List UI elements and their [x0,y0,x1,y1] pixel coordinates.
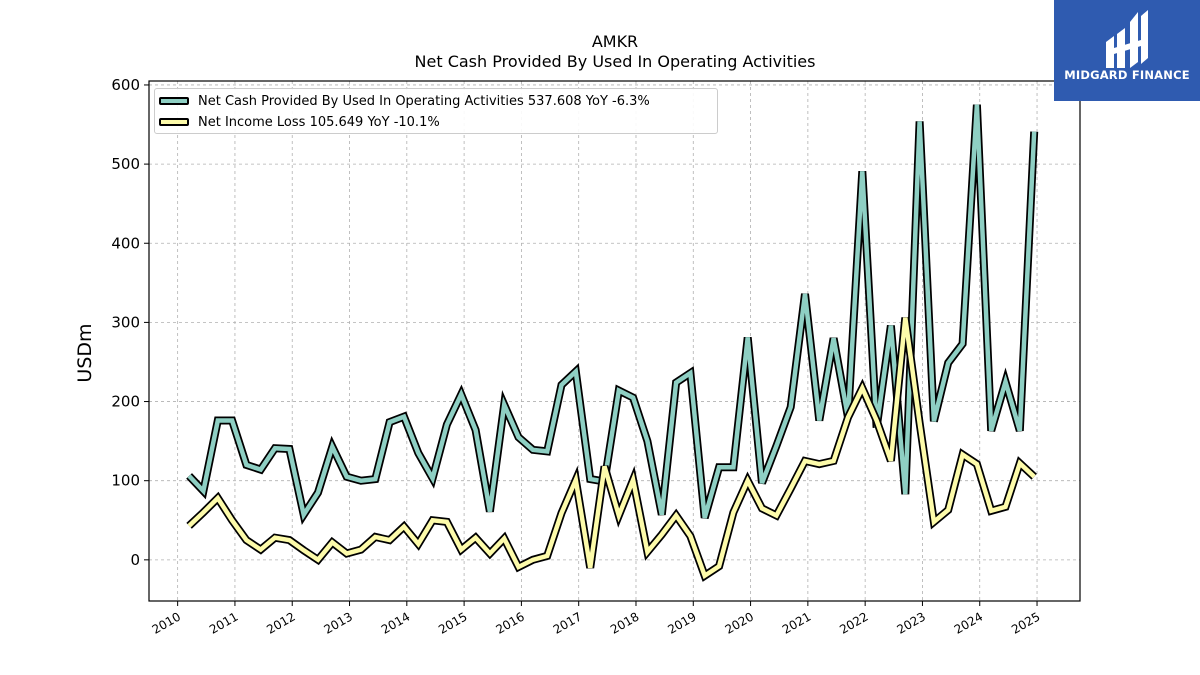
gridlines [149,81,1080,601]
y-tick-label: 600 [111,76,140,94]
brand-mark-icon [1106,10,1148,68]
series-line-operating-cash [187,104,1037,521]
x-tick-label: 2015 [436,609,469,636]
plot-frame [148,80,1081,602]
x-tick-label: 2019 [665,609,698,636]
x-axis: 2010 2011 2012 2013 2014 2015 2016 2017 2018 2019… [150,601,1043,637]
x-tick-label: 2020 [723,609,756,636]
legend-item-operating-cash: Net Cash Provided By Used In Operating A… [159,92,650,110]
x-tick-label: 2010 [150,609,183,636]
series-lines [186,104,1039,582]
y-axis-label: USDm [74,323,96,383]
x-tick-label: 2022 [837,609,870,636]
legend-item-net-income: Net Income Loss 105.649 YoY -10.1% [159,113,440,131]
x-tick-label: 2021 [780,609,813,636]
y-tick-label: 0 [130,551,140,569]
legend-label-operating-cash: Net Cash Provided By Used In Operating A… [198,93,650,109]
x-tick-label: 2017 [551,609,584,636]
legend-swatch-net-income [159,118,189,126]
x-tick-label: 2024 [952,609,985,636]
chart-subtitle: Net Cash Provided By Used In Operating A… [414,52,816,71]
x-tick-label: 2016 [493,609,526,636]
y-tick-label: 200 [111,393,140,411]
legend-swatch-operating-cash [159,97,189,105]
chart-legend: Net Cash Provided By Used In Operating A… [154,88,718,134]
legend-label-net-income: Net Income Loss 105.649 YoY -10.1% [198,114,440,130]
y-tick-label: 500 [111,155,140,173]
x-tick-label: 2025 [1009,609,1042,636]
chart-title: AMKR [591,32,639,51]
x-tick-label: 2012 [264,609,297,636]
brand-name: MIDGARD FINANCE [1064,68,1190,82]
series-line-net-income [187,317,1036,580]
x-tick-label: 2014 [379,609,412,636]
y-axis: 0 100 200 300 400 500 600 [111,76,149,569]
x-tick-label: 2018 [608,609,641,636]
x-tick-label: 2013 [322,609,355,636]
x-tick-label: 2023 [894,609,927,636]
y-tick-label: 300 [111,313,140,331]
y-tick-label: 400 [111,234,140,252]
y-tick-label: 100 [111,472,140,490]
brand-logo: MIDGARD FINANCE [1054,0,1200,101]
x-tick-label: 2011 [207,609,240,636]
